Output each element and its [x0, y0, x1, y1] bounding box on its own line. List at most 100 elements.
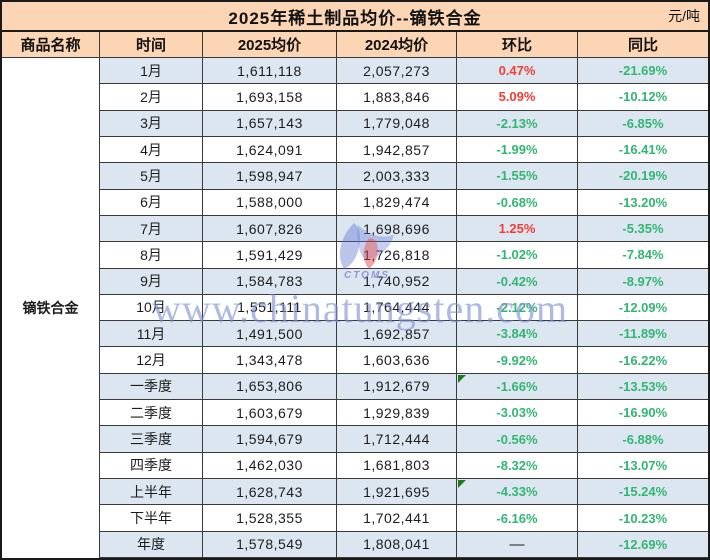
yoy-cell: -6.88%	[578, 426, 708, 453]
price-2024-cell: 1,702,441	[337, 505, 457, 532]
yoy-cell: -20.19%	[578, 163, 708, 190]
mom-cell: 1.25%	[457, 215, 578, 243]
mom-cell: -0.42%	[457, 268, 578, 295]
mom-cell: -9.92%	[457, 347, 578, 374]
mom-cell: -0.68%	[457, 189, 578, 216]
period-cell: 一季度	[100, 373, 203, 401]
yoy-cell: -10.12%	[578, 84, 708, 111]
period-cell: 三季度	[100, 426, 203, 453]
price-2025-cell: 1,611,118	[203, 58, 337, 85]
price-2024-cell: 2,003,333	[337, 163, 457, 190]
price-2025-cell: 1,528,355	[203, 505, 337, 532]
yoy-cell: -6.85%	[578, 110, 708, 137]
period-cell: 上半年	[100, 479, 203, 506]
price-2025-cell: 1,628,743	[203, 479, 337, 506]
mom-cell: -1.99%	[457, 136, 578, 164]
yoy-cell: -15.24%	[578, 479, 708, 506]
header-cell-mom: 环比	[457, 32, 578, 58]
price-2025-cell: 1,578,549	[203, 531, 337, 558]
price-2025-cell: 1,551,111	[203, 294, 337, 322]
period-cell: 4月	[100, 136, 203, 164]
table-grid: 商品名称 时间 2025均价 2024均价 环比 同比 镝铁合金 1月 1,611…	[2, 32, 708, 558]
header-cell-period: 时间	[100, 32, 203, 58]
price-2024-cell: 1,912,679	[337, 373, 457, 401]
unit-label: 元/吨	[668, 8, 700, 24]
yoy-cell: -13.20%	[578, 189, 708, 216]
yoy-cell: -12.69%	[578, 531, 708, 558]
mom-cell: -1.55%	[457, 163, 578, 190]
price-2024-cell: 1,929,839	[337, 400, 457, 427]
price-2025-cell: 1,462,030	[203, 452, 337, 480]
yoy-cell: -10.23%	[578, 505, 708, 532]
price-2025-cell: 1,588,000	[203, 189, 337, 216]
price-2025-cell: 1,653,806	[203, 373, 337, 401]
period-cell: 5月	[100, 163, 203, 190]
period-cell: 年度	[100, 531, 203, 558]
mom-cell: -0.56%	[457, 426, 578, 453]
yoy-cell: -11.89%	[578, 321, 708, 348]
header-cell-price-2024: 2024均价	[337, 32, 457, 58]
yoy-cell: -8.97%	[578, 268, 708, 295]
price-2025-cell: 1,594,679	[203, 426, 337, 453]
period-cell: 1月	[100, 58, 203, 85]
price-2024-cell: 2,057,273	[337, 58, 457, 85]
mom-cell: 5.09%	[457, 84, 578, 111]
price-2025-cell: 1,584,783	[203, 268, 337, 295]
price-2024-cell: 1,712,444	[337, 426, 457, 453]
price-2024-cell: 1,692,857	[337, 321, 457, 348]
price-2025-cell: 1,693,158	[203, 84, 337, 111]
price-2024-cell: 1,764,444	[337, 294, 457, 322]
yoy-cell: -13.53%	[578, 373, 708, 401]
price-2025-cell: 1,657,143	[203, 110, 337, 137]
price-2024-cell: 1,883,846	[337, 84, 457, 111]
mom-cell: 0.47%	[457, 58, 578, 85]
yoy-cell: -21.69%	[578, 58, 708, 85]
price-2024-cell: 1,829,474	[337, 189, 457, 216]
mom-cell: -8.32%	[457, 452, 578, 480]
mom-cell: -4.33%	[457, 479, 578, 506]
price-2024-cell: 1,603,636	[337, 347, 457, 374]
period-cell: 2月	[100, 84, 203, 111]
price-2024-cell: 1,808,041	[337, 531, 457, 558]
header-cell-price-2025: 2025均价	[203, 32, 337, 58]
mom-cell: -1.66%	[457, 373, 578, 401]
yoy-cell: -13.07%	[578, 452, 708, 480]
period-cell: 二季度	[100, 400, 203, 427]
header-cell-product: 商品名称	[2, 32, 100, 58]
period-cell: 9月	[100, 268, 203, 295]
period-cell: 8月	[100, 242, 203, 269]
yoy-cell: -5.35%	[578, 215, 708, 243]
price-2025-cell: 1,598,947	[203, 163, 337, 190]
mom-cell: -6.16%	[457, 505, 578, 532]
header-cell-yoy: 同比	[578, 32, 708, 58]
mom-cell: -3.84%	[457, 321, 578, 348]
price-2025-cell: 1,624,091	[203, 136, 337, 164]
yoy-cell: -7.84%	[578, 242, 708, 269]
price-2024-cell: 1,740,952	[337, 268, 457, 295]
price-2024-cell: 1,698,696	[337, 215, 457, 243]
period-cell: 6月	[100, 189, 203, 216]
period-cell: 7月	[100, 215, 203, 243]
yoy-cell: -16.41%	[578, 136, 708, 164]
table-title-bar: 2025年稀土制品均价--镝铁合金 元/吨	[2, 2, 708, 32]
price-2024-cell: 1,942,857	[337, 136, 457, 164]
yoy-cell: -16.90%	[578, 400, 708, 427]
price-2025-cell: 1,591,429	[203, 242, 337, 269]
table-title: 2025年稀土制品均价--镝铁合金	[228, 8, 482, 28]
period-cell: 11月	[100, 321, 203, 348]
mom-cell: -3.03%	[457, 400, 578, 427]
product-name-cell: 镝铁合金	[2, 58, 100, 558]
price-2025-cell: 1,607,826	[203, 215, 337, 243]
mom-cell: -2.12%	[457, 294, 578, 322]
price-2025-cell: 1,491,500	[203, 321, 337, 348]
mom-cell: -1.02%	[457, 242, 578, 269]
period-cell: 3月	[100, 110, 203, 137]
cell-corner-marker	[458, 480, 466, 489]
period-cell: 四季度	[100, 452, 203, 480]
price-2024-cell: 1,726,818	[337, 242, 457, 269]
period-cell: 下半年	[100, 505, 203, 532]
price-2025-cell: 1,343,478	[203, 347, 337, 374]
cell-corner-marker	[458, 374, 466, 383]
period-cell: 12月	[100, 347, 203, 374]
